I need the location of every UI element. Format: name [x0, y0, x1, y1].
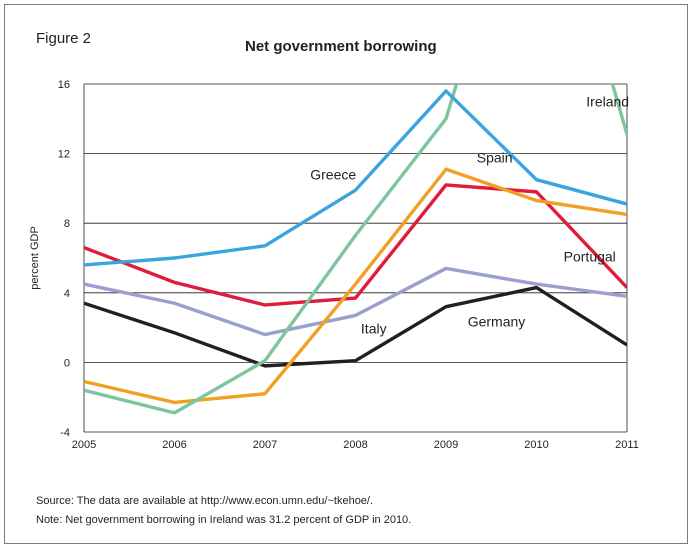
figure-label: Figure 2: [36, 30, 92, 47]
series-line-ireland: [84, 84, 627, 415]
series-label-spain: Spain: [477, 149, 513, 165]
series-label-germany: Germany: [468, 314, 526, 330]
series-line-portugal: [84, 183, 627, 307]
series-label-greece: Greece: [310, 167, 356, 183]
y-axis-label: percent GDP: [29, 226, 41, 290]
y-tick-label: 0: [64, 357, 70, 369]
notes: Source: The data are available at http:/…: [36, 492, 411, 530]
series-label-ireland: Ireland: [586, 94, 629, 110]
x-tick-label: 2009: [434, 439, 458, 451]
x-tick-label: 2007: [253, 439, 277, 451]
y-tick-label: -4: [60, 427, 70, 439]
y-tick-label: 16: [58, 79, 70, 91]
series-label-portugal: Portugal: [564, 248, 616, 264]
y-tick-label: 8: [64, 218, 70, 230]
footnote: Note: Net government borrowing in Irelan…: [36, 514, 412, 526]
x-tick-label: 2006: [162, 439, 186, 451]
x-tick-label: 2010: [524, 439, 548, 451]
y-tick-label: 12: [58, 149, 70, 161]
series-line-spain: [84, 167, 627, 405]
line-chart: percent GDP -4 0 4 8 12 16 2005 2006 2007 2008 200…: [29, 79, 639, 451]
series-line-greece: [84, 89, 627, 267]
series-line-germany: [84, 285, 627, 368]
x-tick-label: 2011: [615, 439, 639, 451]
x-tick-label: 2005: [72, 439, 96, 451]
source-note: Source: The data are available at http:/…: [36, 495, 374, 507]
y-tick-label: 4: [64, 288, 70, 300]
x-tick-label: 2008: [343, 439, 367, 451]
series-label-italy: Italy: [361, 321, 387, 337]
figure-frame: [4, 4, 688, 544]
series-line-italy: [84, 266, 627, 337]
chart-title: Net government borrowing: [245, 38, 437, 55]
